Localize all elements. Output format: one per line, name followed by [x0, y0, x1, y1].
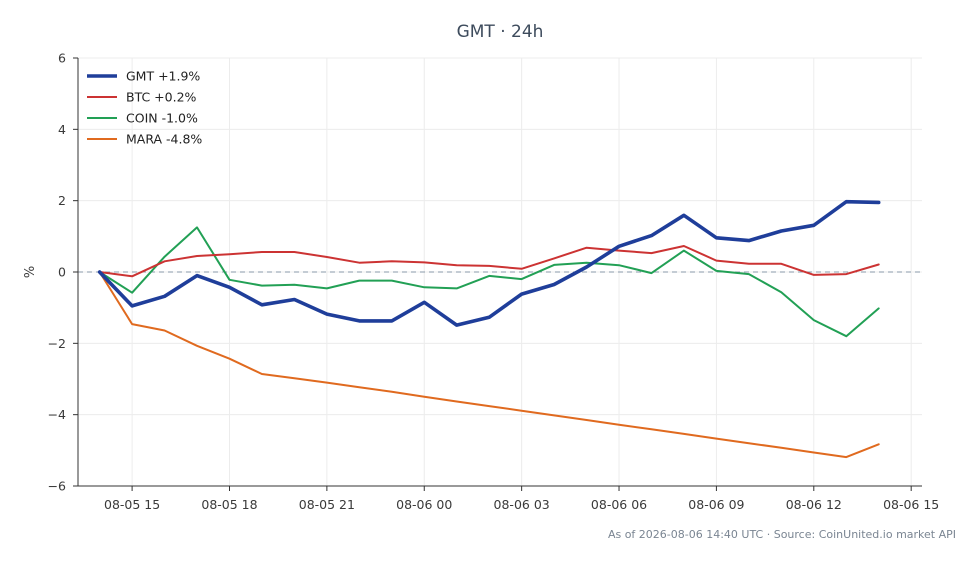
y-tick-label-2: −2 — [48, 336, 66, 351]
y-tick-label-3: 0 — [58, 265, 66, 280]
chart-title: GMT · 24h — [457, 22, 544, 42]
y-tick-label-0: −6 — [48, 479, 66, 494]
y-ticks: −6 −4 −2 0 2 4 6 — [48, 51, 78, 494]
series-line-gmt — [97, 199, 881, 327]
legend-label-coin: COIN -1.0% — [126, 111, 198, 126]
series-line-mara — [98, 271, 880, 459]
x-tick-label-8: 08-06 15 — [883, 497, 939, 512]
x-tick-label-1: 08-05 18 — [201, 497, 257, 512]
x-tick-label-6: 08-06 09 — [688, 497, 744, 512]
series-lines — [97, 199, 881, 459]
y-tick-label-5: 4 — [58, 122, 66, 137]
series-line-btc — [98, 245, 880, 278]
x-tick-label-3: 08-06 00 — [396, 497, 452, 512]
footer-source: As of 2026-08-06 14:40 UTC · Source: Coi… — [608, 528, 956, 541]
x-tick-label-4: 08-06 03 — [494, 497, 550, 512]
legend-label-gmt: GMT +1.9% — [126, 69, 200, 84]
x-tick-label-0: 08-05 15 — [104, 497, 160, 512]
x-tick-label-5: 08-06 06 — [591, 497, 647, 512]
series-line-coin — [98, 226, 880, 338]
x-tick-label-2: 08-05 21 — [299, 497, 355, 512]
y-axis-label: % — [23, 266, 38, 278]
y-tick-label-4: 2 — [58, 193, 66, 208]
x-ticks: 08-05 15 08-05 18 08-05 21 08-06 00 08-06 03… — [104, 486, 939, 512]
y-tick-label-1: −4 — [48, 407, 66, 422]
legend: GMT +1.9% BTC +0.2% COIN -1.0% MARA -4.8% — [87, 69, 202, 147]
legend-label-btc: BTC +0.2% — [126, 90, 197, 105]
y-tick-label-6: 6 — [58, 51, 66, 66]
legend-label-mara: MARA -4.8% — [126, 132, 202, 147]
x-tick-label-7: 08-06 12 — [786, 497, 842, 512]
